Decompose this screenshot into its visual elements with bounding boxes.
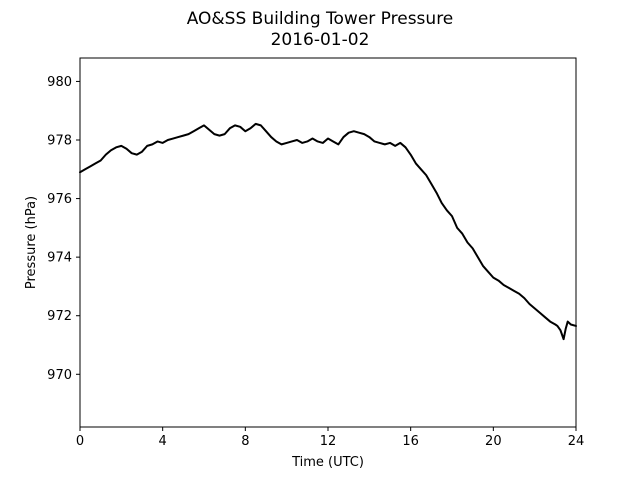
- y-tick-label: 972: [47, 309, 72, 324]
- chart-title: AO&SS Building Tower Pressure: [187, 9, 454, 29]
- series-line-pressure: [79, 122, 577, 341]
- x-tick-label: 12: [320, 434, 337, 449]
- chart-subtitle: 2016-01-02: [271, 30, 370, 50]
- plot-frame: [79, 57, 577, 428]
- x-tick-label: 24: [568, 434, 585, 449]
- y-axis-label: Pressure (hPa): [24, 196, 39, 289]
- y-tick-label: 978: [47, 134, 72, 149]
- x-axis-label: Time (UTC): [291, 455, 364, 470]
- axis-ticks: 0 4 8 12 16 20 24 970 972 974 976 978 980: [47, 75, 584, 449]
- x-tick-label: 16: [402, 434, 419, 449]
- x-tick-label: 4: [159, 434, 167, 449]
- x-tick-label: 0: [76, 434, 84, 449]
- x-tick-label: 20: [485, 434, 502, 449]
- plot-area: [79, 122, 577, 341]
- y-tick-label: 970: [47, 368, 72, 383]
- y-tick-label: 974: [47, 251, 72, 266]
- y-tick-label: 980: [47, 75, 72, 90]
- x-tick-label: 8: [241, 434, 249, 449]
- y-tick-label: 976: [47, 192, 72, 207]
